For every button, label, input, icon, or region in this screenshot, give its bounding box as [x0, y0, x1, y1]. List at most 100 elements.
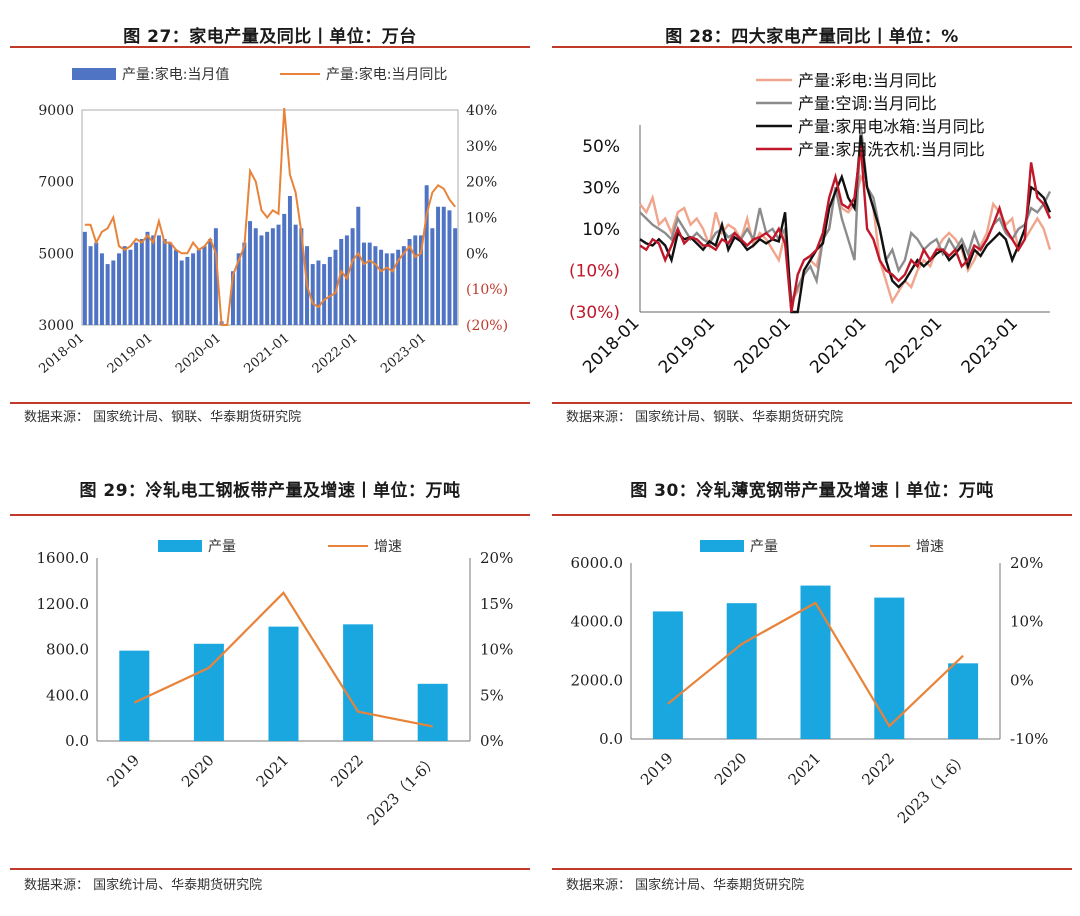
bar [424, 185, 429, 325]
bar [343, 624, 374, 741]
legend-label: 产量:家电:当月值 [122, 66, 229, 83]
bar [105, 264, 110, 325]
y-tick: 10% [582, 220, 620, 240]
x-tick: 2021-01 [241, 331, 292, 377]
bar [362, 242, 366, 325]
bar [447, 210, 452, 325]
title-rule [10, 514, 530, 516]
x-tick: 2022 [327, 751, 367, 791]
legend-swatch-bar [700, 540, 744, 552]
bar [379, 249, 384, 325]
y-left-tick: 7000 [38, 175, 74, 191]
bar [453, 228, 458, 325]
growth-line [667, 601, 964, 728]
bar [119, 650, 150, 741]
chart-title: 图 30：冷轧薄宽钢带产量及增速丨单位：万吨 [630, 481, 994, 501]
y-right-tick: (10%) [466, 282, 508, 298]
bar [316, 260, 321, 325]
bar [236, 253, 241, 325]
x-tick: 2019-01 [105, 331, 156, 377]
yoy-line [84, 107, 456, 326]
source-note: 数据来源： 国家统计局、钢联、华泰期货研究院 [24, 410, 302, 425]
title-rule [552, 46, 1072, 48]
bar [373, 246, 378, 325]
legend-label: 增速 [916, 539, 944, 555]
bar [430, 228, 435, 325]
x-tick: 2021 [253, 751, 293, 791]
bar [253, 228, 258, 325]
chart-cold-rolled-wide-strip: 产量 增速 6000.0 4000.0 2000.0 0.0 20% 10% 0% -10% 201… [571, 539, 1049, 827]
title-rule [552, 514, 1072, 516]
bar [145, 231, 150, 325]
chart-panel-28: 图 28：四大家电产量同比丨单位：% 50% 30% 10% (10%) (30%) 产量… [552, 0, 1072, 440]
bar [94, 242, 99, 325]
x-tick: 2018-01 [36, 331, 87, 377]
y-right-tick: 40% [466, 103, 497, 119]
legend-label: 产量:家电:当月同比 [326, 66, 447, 83]
bar [162, 239, 167, 325]
y-left-tick: 9000 [38, 103, 74, 119]
bar [356, 206, 361, 325]
x-tick: 2019 [103, 751, 143, 791]
bar [322, 264, 327, 325]
bar [179, 260, 184, 325]
bar [122, 246, 127, 325]
legend-label: 产量:空调:当月同比 [798, 94, 937, 113]
y-left-tick: 0.0 [65, 732, 89, 750]
legend-swatch-bar [158, 540, 202, 552]
bar [230, 271, 235, 325]
bar [156, 235, 161, 325]
y-left-tick: 2000.0 [571, 671, 624, 689]
chart-panel-29: 图 29：冷轧电工钢板带产量及增速丨单位：万吨 产量 增速 1600.0 1200.0… [10, 460, 530, 900]
bar [99, 253, 104, 325]
bar [396, 249, 401, 325]
bar [367, 242, 372, 325]
chart-title: 图 29：冷轧电工钢板带产量及增速丨单位：万吨 [79, 481, 461, 501]
bar [390, 253, 395, 325]
y-right-tick: (20%) [466, 318, 508, 334]
bar [350, 228, 355, 325]
bar [333, 249, 338, 325]
y-tick: 50% [582, 137, 620, 157]
y-right-tick: -10% [1010, 730, 1048, 748]
chart-cold-rolled-electrical-steel: 产量 增速 1600.0 1200.0 800.0 400.0 0.0 20% 15% 10% 5%… [37, 539, 514, 829]
bar [726, 603, 757, 739]
x-tick: 2019-01 [655, 313, 719, 377]
plot-frame [81, 109, 459, 326]
bar [117, 253, 122, 325]
bar [282, 213, 287, 325]
chart-four-appliances-yoy: 50% 30% 10% (10%) (30%) 产量:彩电:当月同比产量:空调:当月同比产… [569, 71, 1052, 378]
bar [191, 253, 196, 325]
y-left-tick: 1600.0 [37, 549, 90, 567]
x-tick: 2019 [637, 749, 677, 789]
bar [265, 231, 270, 325]
series-line [639, 135, 1052, 314]
y-right-tick: 10% [1010, 613, 1043, 631]
bar [248, 221, 253, 325]
bar [88, 246, 93, 325]
source-note: 数据来源： 国家统计局、华泰期货研究院 [566, 878, 805, 893]
y-right-tick: 10% [480, 641, 513, 659]
legend-label: 产量:家用电冰箱:当月同比 [798, 117, 985, 136]
y-left-tick: 400.0 [46, 686, 89, 704]
bar [270, 228, 275, 325]
y-right-tick: 20% [1010, 554, 1043, 572]
bar [202, 246, 207, 325]
chart-title: 图 27：家电产量及同比丨单位：万台 [123, 27, 417, 47]
bar [384, 253, 389, 325]
y-left-tick: 6000.0 [571, 554, 624, 572]
chart-appliance-output: 产量:家电:当月值 产量:家电:当月同比 9000 7000 5000 3000 40% 30… [36, 66, 508, 377]
bar [242, 242, 247, 325]
bar [82, 231, 87, 325]
legend-label: 产量:彩电:当月同比 [798, 71, 937, 90]
x-tick: 2020-01 [731, 313, 795, 377]
legend-label: 增速 [374, 539, 402, 555]
y-tick: (10%) [569, 261, 620, 281]
bar [185, 256, 190, 325]
y-right-tick: 20% [466, 175, 497, 191]
bar [401, 246, 406, 325]
source-note: 数据来源： 国家统计局、华泰期货研究院 [24, 878, 263, 893]
bar [134, 242, 139, 325]
chart-panel-30: 图 30：冷轧薄宽钢带产量及增速丨单位：万吨 产量 增速 6000.0 4000.0 2… [552, 460, 1072, 900]
x-tick: 2023（1-6） [364, 751, 442, 829]
